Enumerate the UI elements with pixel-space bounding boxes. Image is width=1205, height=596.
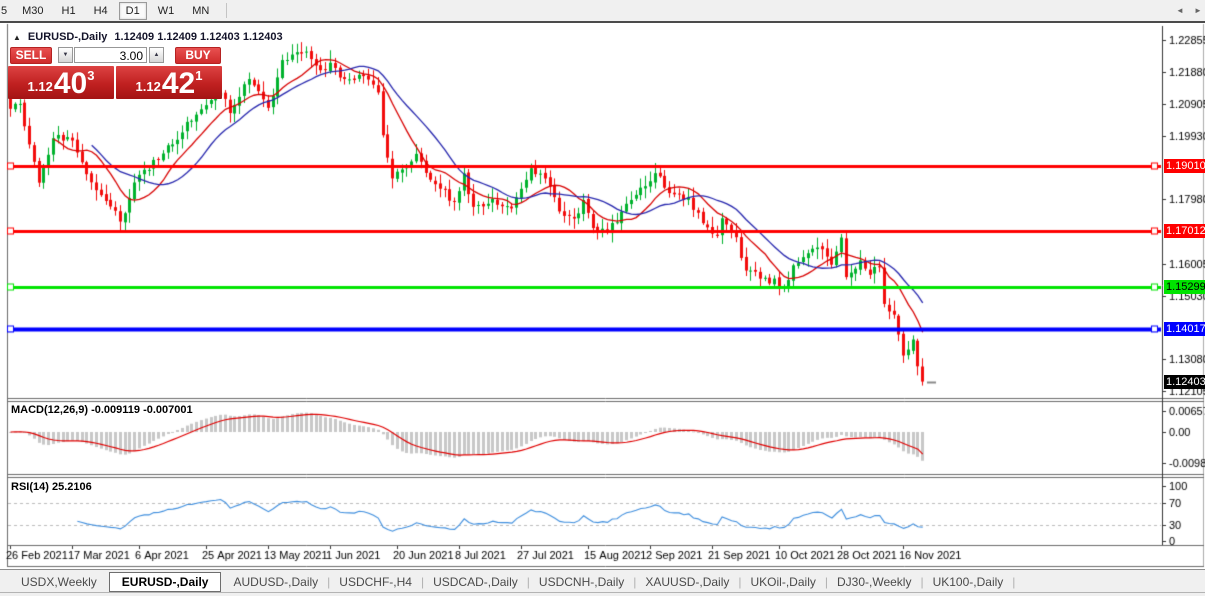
tab-uk100-daily[interactable]: UK100-,Daily [932, 574, 1004, 589]
tab-separator: | [1012, 574, 1016, 589]
buy-price-big: 42 [161, 67, 196, 100]
symbol-period-label: EURUSD-,Daily [27, 31, 108, 43]
tab-separator: | [633, 574, 637, 589]
tab-eurusd-daily[interactable]: EURUSD-,Daily [108, 571, 222, 592]
timeframe-button-h1[interactable]: H1 [61, 4, 76, 17]
volume-input[interactable]: 3.00 [74, 47, 147, 63]
tab-separator: | [420, 574, 425, 589]
timeframe-toolbar: 5 M30 H1 H4 D1 W1 MN [0, 0, 1205, 23]
status-strip [0, 592, 1205, 596]
tabs-scroll-left-icon[interactable]: ◄ [1176, 6, 1184, 15]
tab-usdx-weekly[interactable]: USDX,Weekly [21, 574, 97, 589]
tab-separator: | [738, 574, 742, 589]
tab-separator: | [526, 574, 530, 589]
tab-usdcad-daily[interactable]: USDCAD-,Daily [433, 574, 518, 589]
ohlc-values: 1.12409 1.12409 1.12403 1.12403 [114, 31, 283, 43]
collapse-panel-icon[interactable]: ▲ [13, 33, 21, 42]
buy-price-sup: 1 [195, 68, 203, 83]
quote-line: ▲ EURUSD-,Daily 1.12409 1.12409 1.12403 … [13, 31, 283, 44]
tab-usdchf-h4[interactable]: USDCHF-,H4 [339, 574, 412, 589]
tab-dj30-weekly[interactable]: DJ30-,Weekly [836, 574, 912, 589]
current-price-badge: 1.12403 [1164, 375, 1205, 389]
tab-separator: | [327, 574, 331, 589]
timeframe-button-d1[interactable]: D1 [118, 1, 147, 20]
one-click-trading-panel: SELL ▼ 3.00 ▲ BUY 1.12 40 3 1.12 42 1 [8, 45, 224, 102]
tab-usdcnh-daily[interactable]: USDCNH-,Daily [538, 574, 625, 589]
tab-ukoil-daily[interactable]: UKOil-,Daily [750, 574, 816, 589]
buy-button[interactable]: BUY [175, 47, 221, 64]
price-level-badge-3: 1.15299 [1164, 280, 1205, 294]
timeframe-button-w1[interactable]: W1 [157, 4, 175, 17]
tab-audusd-daily[interactable]: AUDUSD-,Daily [233, 574, 319, 589]
tab-xauusd-daily[interactable]: XAUUSD-,Daily [645, 574, 730, 589]
chart-tab-bar: USDX,Weekly EURUSD-,Daily AUDUSD-,Daily … [0, 569, 1205, 593]
buy-price-box[interactable]: 1.12 42 1 [116, 66, 222, 99]
sell-price-prefix: 1.12 [27, 79, 53, 94]
price-level-badge-4: 1.14017 [1164, 322, 1205, 336]
volume-increase-icon[interactable]: ▲ [149, 47, 164, 63]
rsi-indicator-label: RSI(14) 25.2106 [11, 481, 92, 493]
toolbar-separator [226, 3, 228, 18]
buy-price-prefix: 1.12 [135, 79, 161, 94]
price-level-badge-1: 1.19010 [1164, 159, 1205, 173]
timeframe-button-h4[interactable]: H4 [93, 4, 108, 17]
tab-separator: | [824, 574, 828, 589]
timeframe-button-mn[interactable]: MN [192, 4, 210, 17]
price-level-badge-2: 1.17012 [1164, 224, 1205, 238]
sell-button[interactable]: SELL [10, 47, 52, 64]
sell-price-box[interactable]: 1.12 40 3 [8, 66, 114, 99]
tabs-scroll-right-icon[interactable]: ► [1194, 6, 1202, 15]
tab-separator: | [920, 574, 924, 589]
volume-decrease-icon[interactable]: ▼ [58, 47, 73, 63]
timeframe-button-m15[interactable]: 5 [1, 4, 8, 17]
sell-price-sup: 3 [87, 68, 95, 83]
sell-price-big: 40 [53, 67, 88, 100]
timeframe-button-m30[interactable]: M30 [22, 4, 44, 17]
macd-indicator-label: MACD(12,26,9) -0.009119 -0.007001 [11, 404, 193, 416]
